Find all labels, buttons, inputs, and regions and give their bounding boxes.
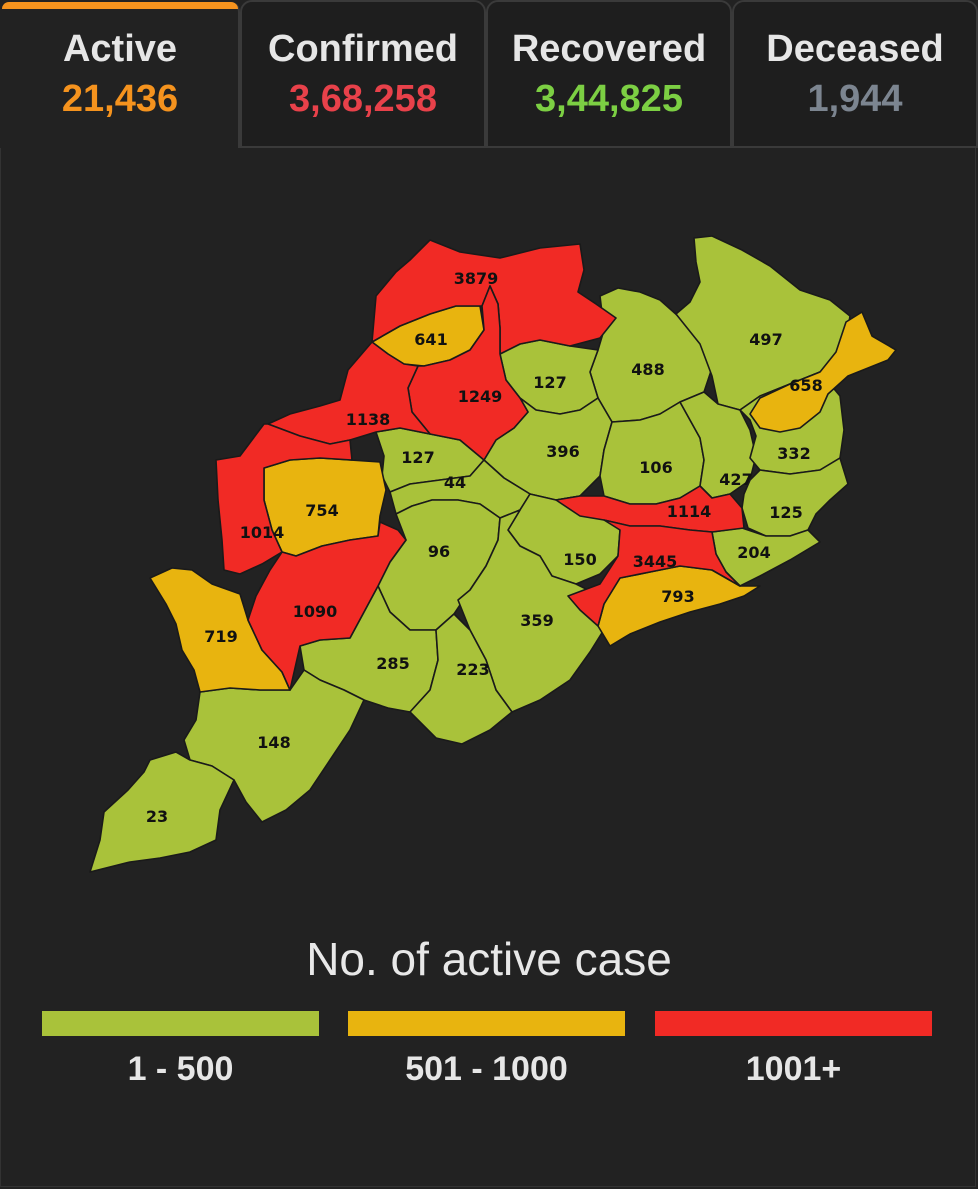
- legend-swatch-low: [42, 1011, 319, 1036]
- label-1014: 1014: [240, 523, 285, 542]
- stat-tabs: Active 21,436 Confirmed 3,68,258 Recover…: [0, 0, 978, 148]
- label-285: 285: [376, 654, 409, 673]
- district-23[interactable]: [89, 751, 235, 873]
- label-44: 44: [444, 473, 466, 492]
- label-96: 96: [428, 542, 450, 561]
- label-3879: 3879: [454, 269, 499, 288]
- label-150: 150: [563, 550, 596, 569]
- tab-recovered-label: Recovered: [511, 28, 707, 70]
- district-3879[interactable]: [371, 239, 617, 355]
- legend-swatch-high: [655, 1011, 932, 1036]
- tab-recovered-value: 3,44,825: [535, 78, 683, 120]
- tab-deceased[interactable]: Deceased 1,944: [732, 0, 978, 148]
- legend-title: No. of active case: [306, 933, 672, 985]
- label-125: 125: [769, 503, 802, 522]
- legend-swatch-mid: [348, 1011, 625, 1036]
- label-497: 497: [749, 330, 782, 349]
- tab-active[interactable]: Active 21,436: [0, 0, 240, 148]
- label-1138: 1138: [346, 410, 391, 429]
- label-793: 793: [661, 587, 694, 606]
- label-1090: 1090: [293, 602, 338, 621]
- district-3445[interactable]: [567, 519, 741, 627]
- label-719: 719: [204, 627, 237, 646]
- label-754: 754: [305, 501, 338, 520]
- district-125[interactable]: [741, 457, 849, 537]
- district-1249[interactable]: [407, 285, 529, 461]
- legend-label-mid: 501 - 1000: [405, 1050, 568, 1088]
- active-tab-indicator: [2, 2, 238, 9]
- tab-confirmed-label: Confirmed: [268, 28, 458, 70]
- tab-confirmed-value: 3,68,258: [289, 78, 437, 120]
- district-1090[interactable]: [247, 521, 407, 691]
- district-map: 3879 641 1138 1249 127 488 497 658 127 4…: [0, 150, 978, 910]
- label-3445: 3445: [633, 552, 678, 571]
- label-148: 148: [257, 733, 290, 752]
- district-223[interactable]: [409, 613, 513, 745]
- district-427[interactable]: [679, 391, 757, 499]
- district-1138[interactable]: [267, 341, 431, 445]
- label-223: 223: [456, 660, 489, 679]
- legend-label-low: 1 - 500: [127, 1050, 234, 1088]
- district-359[interactable]: [457, 509, 611, 713]
- label-488: 488: [631, 360, 664, 379]
- label-1114: 1114: [667, 502, 712, 521]
- label-332: 332: [777, 444, 810, 463]
- label-1249: 1249: [458, 387, 503, 406]
- label-658: 658: [789, 376, 822, 395]
- map-svg: 3879 641 1138 1249 127 488 497 658 127 4…: [89, 235, 897, 873]
- label-396: 396: [546, 442, 579, 461]
- label-127-west: 127: [401, 448, 434, 467]
- label-127-north: 127: [533, 373, 566, 392]
- label-23: 23: [146, 807, 168, 826]
- label-106: 106: [639, 458, 672, 477]
- label-641: 641: [414, 330, 447, 349]
- label-204: 204: [737, 543, 770, 562]
- district-658[interactable]: [749, 311, 897, 433]
- tab-recovered[interactable]: Recovered 3,44,825: [486, 0, 732, 148]
- tab-active-value: 21,436: [61, 78, 179, 120]
- tab-deceased-value: 1,944: [807, 78, 903, 120]
- district-labels: 3879 641 1138 1249 127 488 497 658 127 4…: [146, 269, 823, 826]
- district-1014[interactable]: [215, 423, 353, 575]
- tab-confirmed[interactable]: Confirmed 3,68,258: [240, 0, 486, 148]
- tab-active-label: Active: [62, 28, 178, 70]
- tab-deceased-label: Deceased: [766, 28, 944, 70]
- legend-label-high: 1001+: [745, 1050, 842, 1088]
- label-359: 359: [520, 611, 553, 630]
- label-427: 427: [719, 470, 752, 489]
